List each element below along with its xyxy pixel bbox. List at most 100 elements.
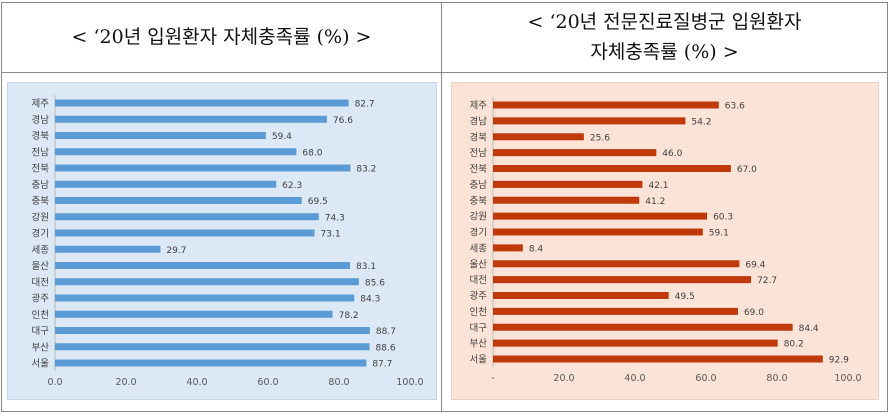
left-chart-bar xyxy=(55,164,351,172)
left-chart-category-label: 세종 xyxy=(32,245,50,256)
left-chart-value-label: 68.0 xyxy=(302,148,322,158)
right-chart-value-label: 41.2 xyxy=(645,197,665,207)
right-chart-category-label: 경북 xyxy=(470,131,488,143)
right-chart-value-label: 59.1 xyxy=(709,229,729,239)
right-chart-value-label: 67.0 xyxy=(737,165,757,175)
left-chart-bar xyxy=(55,294,355,302)
right-chart-title-line1: < ‘20년 전문진료질병군 입원환자 xyxy=(527,11,802,33)
right-chart-bar xyxy=(493,101,719,109)
right-chart-bar xyxy=(493,149,657,157)
right-chart-bar xyxy=(493,133,584,141)
left-chart-category-label: 경북 xyxy=(32,130,50,142)
right-chart-x-tick-label: 40.0 xyxy=(624,373,645,384)
right-chart-bar xyxy=(493,276,752,284)
left-chart-bar xyxy=(55,278,359,286)
left-chart-value-label: 88.7 xyxy=(376,327,396,337)
right-chart-bar xyxy=(493,260,740,268)
left-chart-value-label: 62.3 xyxy=(282,181,302,191)
right-chart-panel: 제주 63.6 경남 54.2 경북 25.6 전남 46.0 전북 67.0 충남 42.1 충북 41… xyxy=(451,82,879,400)
left-chart-category-label: 제주 xyxy=(32,99,50,110)
left-chart-value-label: 82.7 xyxy=(355,100,375,110)
left-chart-category-label: 서울 xyxy=(32,359,50,370)
right-chart-category-label: 전남 xyxy=(470,148,488,159)
right-chart-category-label: 대구 xyxy=(470,323,488,334)
left-chart-value-label: 85.6 xyxy=(365,278,385,288)
right-chart-value-label: 69.4 xyxy=(745,260,765,270)
left-chart-category-label: 부산 xyxy=(32,342,50,353)
right-chart-category-label: 세종 xyxy=(470,243,488,254)
right-bar-chart: 제주 63.6 경남 54.2 경북 25.6 전남 46.0 전북 67.0 충남 42.1 충북 41… xyxy=(470,97,862,384)
right-chart-value-label: 92.9 xyxy=(829,356,849,366)
left-chart-bar xyxy=(55,327,370,334)
left-chart-bar xyxy=(55,229,315,237)
right-chart-bar xyxy=(493,117,686,125)
right-chart-value-label: 25.6 xyxy=(590,133,610,143)
left-chart-bar xyxy=(55,180,277,188)
left-chart-x-tick-label: 40.0 xyxy=(186,377,207,388)
right-chart-x-tick-label: 20.0 xyxy=(553,373,574,384)
left-chart-bar xyxy=(55,197,302,204)
left-chart-value-label: 74.3 xyxy=(325,213,345,223)
right-chart-title-line2: 자체충족률 (%) > xyxy=(590,41,739,63)
right-chart-category-label: 제주 xyxy=(470,101,488,112)
left-chart-category-label: 경기 xyxy=(32,228,49,240)
right-chart-value-label: 63.6 xyxy=(725,102,745,112)
left-chart-bar xyxy=(55,115,327,123)
left-chart-bar xyxy=(55,213,319,221)
left-chart-panel: 제주 82.7 경남 76.6 경북 59.4 전남 68.0 전북 83.2 충남 62.3 충북 69… xyxy=(7,82,437,400)
column-divider xyxy=(441,2,442,412)
right-chart-category-label: 울산 xyxy=(470,259,488,270)
left-chart-bar xyxy=(55,99,349,107)
right-chart-category-label: 인천 xyxy=(470,307,487,318)
left-chart-category-label: 충남 xyxy=(32,180,50,191)
right-chart-bar xyxy=(493,212,708,220)
left-chart-bar xyxy=(55,343,370,351)
left-bar-chart: 제주 82.7 경남 76.6 경북 59.4 전남 68.0 전북 83.2 충남 62.3 충북 69… xyxy=(32,95,424,388)
right-chart-value-label: 69.0 xyxy=(744,308,764,318)
right-chart-value-label: 49.5 xyxy=(675,292,695,302)
right-chart-category-label: 충북 xyxy=(470,196,488,207)
left-chart-bar xyxy=(55,262,351,269)
left-chart-category-label: 대전 xyxy=(32,277,49,288)
right-chart-bar xyxy=(493,180,643,188)
right-chart-value-label: 8.4 xyxy=(529,244,544,254)
right-chart-bar xyxy=(493,228,703,236)
left-chart-value-label: 69.5 xyxy=(308,197,328,207)
left-chart-value-label: 78.2 xyxy=(339,311,359,321)
right-chart-title: < ‘20년 전문진료질병군 입원환자 자체충족률 (%) > xyxy=(442,2,887,72)
left-chart-value-label: 59.4 xyxy=(272,132,292,142)
left-chart-category-label: 강원 xyxy=(32,212,49,223)
right-chart-bar xyxy=(493,244,523,252)
right-chart-value-label: 42.1 xyxy=(648,181,668,191)
right-chart-bar xyxy=(493,355,823,363)
left-chart-x-tick-label: 60.0 xyxy=(257,377,278,388)
left-chart-value-label: 76.6 xyxy=(333,116,353,126)
left-chart-category-label: 울산 xyxy=(32,261,50,272)
right-chart-bar xyxy=(493,196,640,204)
right-chart-value-label: 60.3 xyxy=(713,213,733,223)
right-chart-x-tick-label: 60.0 xyxy=(695,373,716,384)
left-chart-x-tick-label: 20.0 xyxy=(115,377,136,388)
right-chart-category-label: 광주 xyxy=(470,290,488,302)
left-chart-category-label: 전북 xyxy=(32,164,50,175)
left-chart-x-tick-label: 100.0 xyxy=(396,377,423,388)
left-chart-category-label: 전남 xyxy=(32,147,50,158)
right-chart-category-label: 전북 xyxy=(470,164,488,175)
left-chart-value-label: 83.1 xyxy=(356,262,376,272)
left-chart-bar xyxy=(55,148,297,156)
left-chart-category-label: 충북 xyxy=(32,196,50,207)
left-chart-bar xyxy=(55,245,161,253)
left-chart-category-label: 경남 xyxy=(32,114,50,126)
right-chart-x-tick-label: 100.0 xyxy=(834,373,861,384)
right-chart-category-label: 서울 xyxy=(470,355,488,366)
left-chart-x-tick-label: 80.0 xyxy=(328,377,349,388)
right-chart-value-label: 46.0 xyxy=(662,149,682,159)
left-chart-bar xyxy=(55,132,266,139)
right-chart-bar xyxy=(493,292,669,299)
left-chart-x-tick-label: 0.0 xyxy=(47,377,62,388)
right-chart-category-label: 경기 xyxy=(470,227,487,239)
right-chart-value-label: 54.2 xyxy=(691,117,711,127)
left-chart-bar xyxy=(55,310,333,318)
left-chart-title: < ‘20년 입원환자 자체충족률 (%) > xyxy=(2,2,441,72)
